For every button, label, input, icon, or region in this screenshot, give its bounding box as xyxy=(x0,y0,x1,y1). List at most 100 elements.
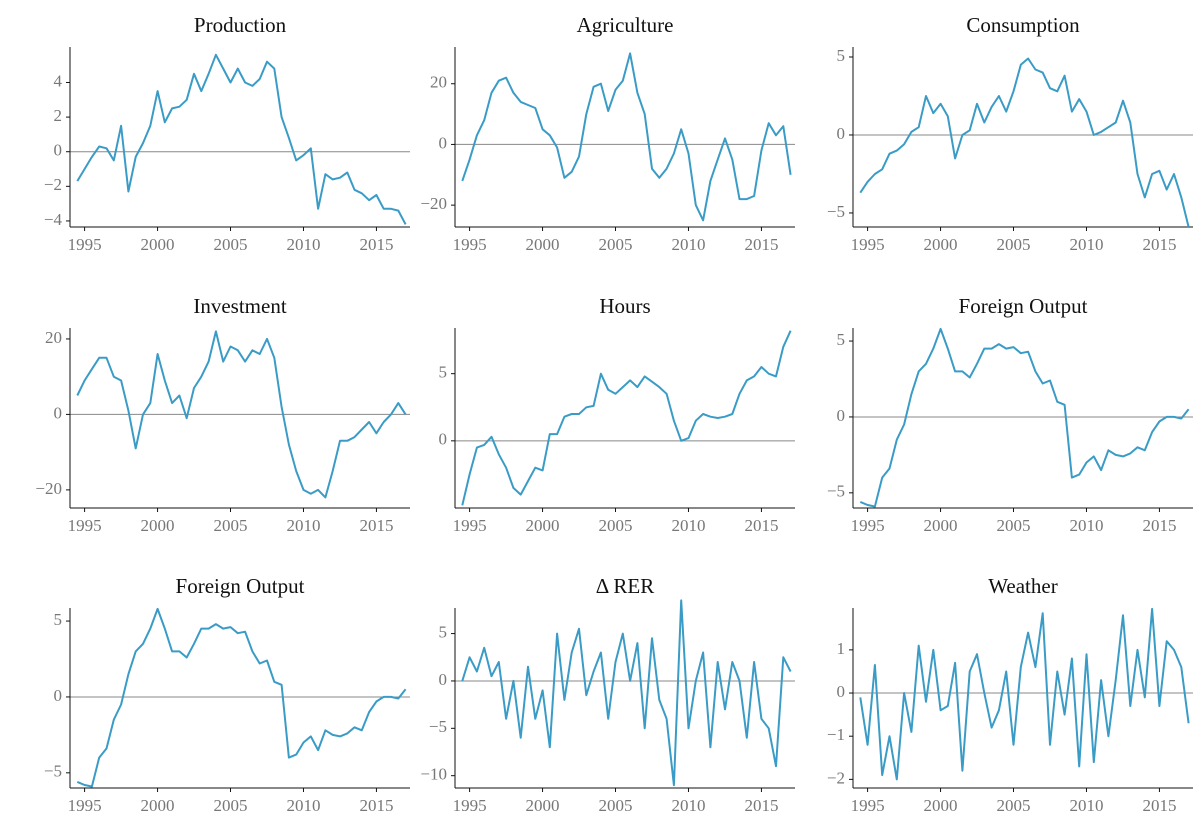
x-tick-label: 1995 xyxy=(68,516,102,535)
y-tick-label: −20 xyxy=(420,194,447,213)
panel: Consumption −5 0 5 1995 2000 2005 2010 2015 xyxy=(827,13,1193,254)
y-tick-label: 1 xyxy=(837,639,846,658)
y-tick-label: 5 xyxy=(439,622,448,641)
panel: Foreign Output −5 0 5 1995 2000 2005 2010 2015 xyxy=(827,294,1193,535)
x-tick-label: 2005 xyxy=(997,796,1031,815)
x-tick-label: 1995 xyxy=(453,235,487,254)
y-tick-label: 5 xyxy=(54,610,63,629)
x-tick-label: 2000 xyxy=(526,235,560,254)
x-tick-label: 2015 xyxy=(1142,516,1176,535)
panel: Hours 0 5 1995 2000 2005 2010 2015 xyxy=(439,294,795,535)
y-tick-label: 2 xyxy=(54,106,63,125)
x-tick-label: 2000 xyxy=(924,235,958,254)
panel-title: Weather xyxy=(988,574,1057,598)
y-tick-label: 0 xyxy=(837,124,846,143)
panel: Investment −20 0 20 1995 2000 2005 2010 2015 xyxy=(35,294,410,535)
data-line xyxy=(461,599,792,787)
y-tick-label: −2 xyxy=(827,768,845,787)
y-tick-label: −4 xyxy=(44,210,63,229)
x-tick-label: 2005 xyxy=(214,796,248,815)
panel-title: Investment xyxy=(193,294,286,318)
panel: Agriculture −20 0 20 1995 2000 2005 2010 2015 xyxy=(420,13,795,254)
panel: Foreign Output −5 0 5 1995 2000 2005 2010 2015 xyxy=(44,574,410,815)
panel-title: Consumption xyxy=(966,13,1080,37)
x-tick-label: 2000 xyxy=(141,235,175,254)
y-tick-label: 0 xyxy=(837,406,846,425)
x-tick-label: 2015 xyxy=(744,235,778,254)
y-tick-label: −2 xyxy=(44,175,62,194)
x-tick-label: 2000 xyxy=(141,516,175,535)
y-tick-label: 0 xyxy=(439,133,448,152)
x-tick-label: 2010 xyxy=(671,796,705,815)
panel: Weather −2 −1 0 1 1995 2000 2005 2010 2015 xyxy=(827,574,1193,815)
y-tick-label: −5 xyxy=(827,202,845,221)
x-tick-label: 2010 xyxy=(671,235,705,254)
x-tick-label: 2005 xyxy=(997,516,1031,535)
panel-title: Hours xyxy=(599,294,650,318)
x-tick-label: 2010 xyxy=(286,235,320,254)
panel-title: Foreign Output xyxy=(959,294,1088,318)
x-tick-label: 2000 xyxy=(141,796,175,815)
y-tick-label: 0 xyxy=(837,682,846,701)
x-tick-label: 1995 xyxy=(68,796,102,815)
panel: Δ RER −10 −5 0 5 1995 2000 2005 2010 2015 xyxy=(420,574,795,815)
data-line xyxy=(859,57,1190,228)
panel-title: Foreign Output xyxy=(176,574,305,598)
x-tick-label: 2015 xyxy=(744,516,778,535)
x-tick-label: 2010 xyxy=(671,516,705,535)
panel-title: Production xyxy=(194,13,287,37)
y-tick-label: 0 xyxy=(54,403,63,422)
y-tick-label: −1 xyxy=(827,725,845,744)
x-tick-label: 2015 xyxy=(359,516,393,535)
y-tick-label: 0 xyxy=(439,430,448,449)
y-tick-label: 0 xyxy=(439,670,448,689)
x-tick-label: 2010 xyxy=(1069,516,1103,535)
panel: Production −4 −2 0 2 4 1995 2000 2005 2010 2015 xyxy=(44,13,410,254)
x-tick-label: 1995 xyxy=(453,516,487,535)
y-tick-label: −10 xyxy=(420,765,447,784)
panel-title: Agriculture xyxy=(577,13,674,37)
y-tick-label: 5 xyxy=(837,330,846,349)
x-tick-label: 2000 xyxy=(924,796,958,815)
y-tick-label: 20 xyxy=(45,328,62,347)
data-line xyxy=(859,327,1190,508)
y-tick-label: 5 xyxy=(439,363,448,382)
x-tick-label: 1995 xyxy=(453,796,487,815)
x-tick-label: 2010 xyxy=(1069,796,1103,815)
y-tick-label: 4 xyxy=(54,71,63,90)
x-tick-label: 1995 xyxy=(851,235,885,254)
y-tick-label: 20 xyxy=(430,73,447,92)
y-tick-label: 0 xyxy=(54,141,63,160)
x-tick-label: 1995 xyxy=(851,516,885,535)
x-tick-label: 2015 xyxy=(1142,235,1176,254)
x-tick-label: 2005 xyxy=(214,235,248,254)
panel-title: Δ RER xyxy=(596,574,654,598)
data-line xyxy=(76,330,407,499)
data-line xyxy=(76,53,407,225)
y-tick-label: −5 xyxy=(827,482,845,501)
y-tick-label: −5 xyxy=(44,762,62,781)
x-tick-label: 2015 xyxy=(359,796,393,815)
x-tick-label: 2000 xyxy=(924,516,958,535)
data-line xyxy=(859,607,1190,781)
x-tick-label: 2015 xyxy=(359,235,393,254)
x-tick-label: 2010 xyxy=(1069,235,1103,254)
x-tick-label: 2005 xyxy=(997,235,1031,254)
y-tick-label: −5 xyxy=(429,717,447,736)
x-tick-label: 2000 xyxy=(526,796,560,815)
x-tick-label: 2005 xyxy=(599,235,633,254)
y-tick-label: −20 xyxy=(35,479,62,498)
x-tick-label: 2000 xyxy=(526,516,560,535)
x-tick-label: 2010 xyxy=(286,796,320,815)
data-line xyxy=(461,52,792,222)
data-line xyxy=(76,607,407,788)
y-tick-label: 5 xyxy=(837,46,846,65)
y-tick-label: 0 xyxy=(54,686,63,705)
x-tick-label: 1995 xyxy=(68,235,102,254)
x-tick-label: 2010 xyxy=(286,516,320,535)
x-tick-label: 2005 xyxy=(599,796,633,815)
data-line xyxy=(461,330,792,506)
x-tick-label: 2015 xyxy=(1142,796,1176,815)
x-tick-label: 2015 xyxy=(744,796,778,815)
